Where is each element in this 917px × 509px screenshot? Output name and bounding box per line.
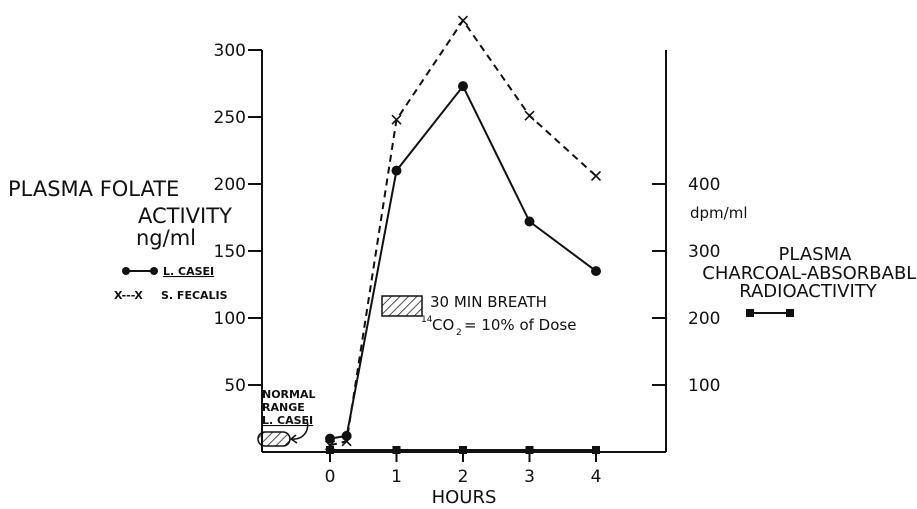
normal-range-annotation: NORMAL RANGE L. CASEI [257, 388, 316, 447]
series-2 [324, 15, 602, 451]
x-tick-label: 0 [325, 467, 336, 487]
normal-range-arrow [291, 419, 309, 440]
data-point-circle [458, 81, 468, 92]
data-point-square [459, 445, 467, 454]
left-tick-label: 250 [214, 108, 246, 128]
series-1 [325, 81, 601, 444]
left-tick-label: 150 [214, 242, 246, 262]
right-axis-title-line1: PLASMA [779, 244, 853, 265]
right-axis-series-marker [746, 309, 794, 317]
legend: L. CASEI X---X S. FECALIS [114, 265, 228, 302]
data-point-circle [591, 266, 601, 277]
legend-fecalis-label: S. FECALIS [161, 289, 228, 302]
data-point-circle [391, 165, 402, 176]
right-tick-label: 200 [688, 309, 720, 329]
x-tick-label: 1 [391, 467, 402, 487]
data-point-x [457, 15, 469, 26]
x-tick-label: 2 [458, 467, 469, 487]
normal-range-line1: NORMAL [262, 388, 316, 401]
breath-dose: = 10% of Dose [464, 316, 576, 334]
normal-range-box [257, 431, 291, 447]
legend-casei-marker-left [122, 267, 130, 275]
left-tick-label: 50 [224, 376, 246, 396]
legend-casei-label: L. CASEI [163, 265, 214, 278]
data-point-x [590, 170, 602, 182]
left-axis-ticks: 50 100 150 200 250 300 [214, 41, 262, 396]
data-point-square [326, 445, 334, 454]
right-tick-label: 100 [688, 376, 720, 396]
left-axis-title-line2: ACTIVITY [138, 204, 232, 228]
right-axis-ticks: 100 200 300 400 [652, 175, 720, 396]
series-2-line [329, 18, 597, 447]
right-axis-marker-square-left [746, 309, 754, 317]
breath-annotation: 30 MIN BREATH 14 CO 2 = 10% of Dose [381, 293, 576, 338]
left-tick-label: 100 [214, 309, 246, 329]
data-point-x [341, 436, 352, 447]
data-point-circle [325, 433, 335, 444]
right-axis-unit: dpm/ml [690, 204, 748, 222]
x-axis-ticks: 0 1 2 3 4 [325, 452, 602, 487]
series-layer [324, 15, 602, 454]
left-axis-title-line1: PLASMA FOLATE [8, 177, 179, 201]
breath-co: CO [432, 316, 454, 334]
left-tick-label: 200 [214, 175, 246, 195]
breath-line1: 30 MIN BREATH [430, 293, 547, 311]
x-tick-label: 4 [591, 467, 602, 487]
series-3 [326, 445, 600, 454]
left-tick-label: 300 [214, 41, 246, 61]
data-point-x [391, 114, 402, 125]
right-axis-title-line3: RADIOACTIVITY [739, 281, 878, 302]
right-tick-label: 300 [688, 242, 720, 262]
data-point-square [392, 445, 401, 454]
normal-range-arrowhead [289, 434, 298, 444]
right-axis-marker-square-right [786, 309, 794, 317]
right-tick-label: 400 [688, 175, 720, 195]
breath-sup: 14 [421, 315, 433, 325]
data-point-x [524, 110, 535, 121]
right-axis-title-line2: CHARCOAL-ABSORBABLE [702, 263, 917, 284]
legend-fecalis-marker: X---X [114, 289, 143, 302]
normal-range-line3: L. CASEI [262, 414, 313, 427]
x-tick-label: 3 [524, 467, 535, 487]
breath-hatched-box [381, 295, 423, 317]
x-axis-label: HOURS [432, 487, 497, 508]
legend-casei-marker-right [150, 267, 158, 275]
normal-range-line2: RANGE [262, 401, 305, 414]
data-point-square [525, 445, 534, 454]
left-axis-title-line3: ng/ml [136, 226, 196, 250]
breath-sub: 2 [456, 328, 462, 338]
data-point-square [592, 445, 600, 454]
data-point-circle [524, 216, 535, 227]
